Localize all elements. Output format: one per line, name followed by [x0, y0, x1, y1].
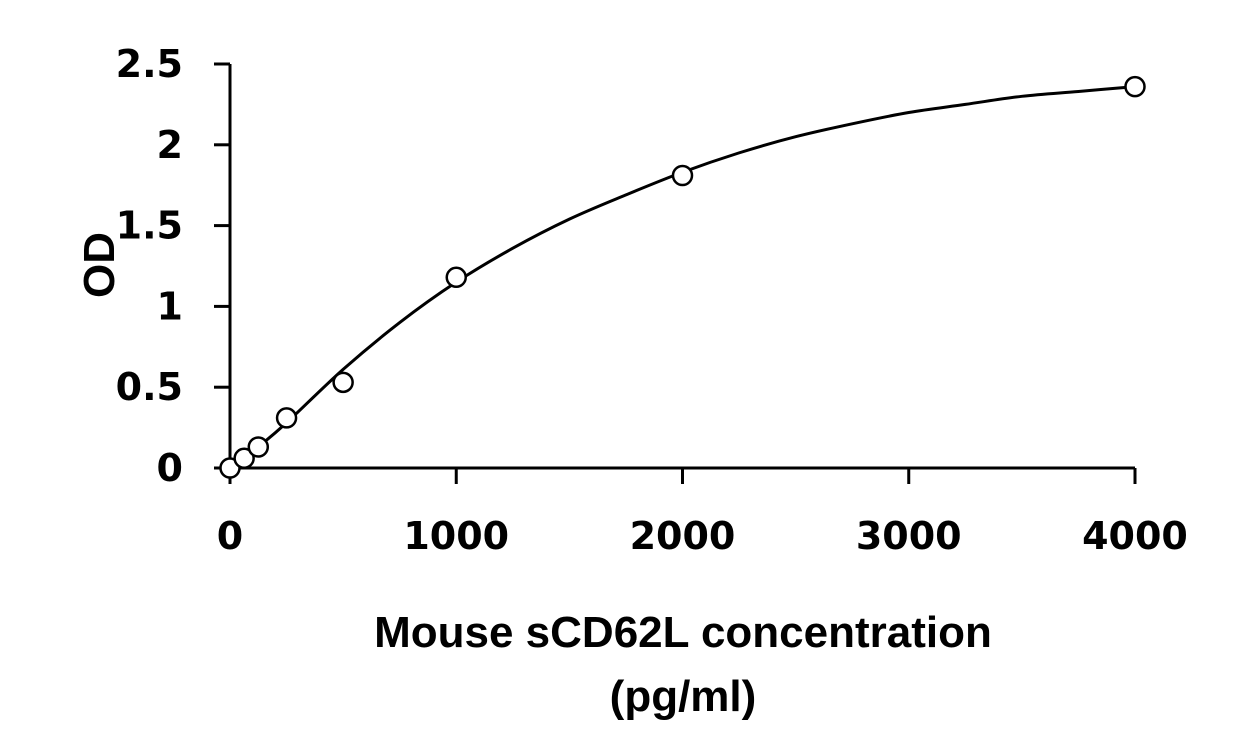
y-tick-label: 2.5 [116, 42, 183, 86]
y-axis-title: OD [75, 232, 124, 298]
x-tick-label: 1000 [403, 514, 509, 558]
y-tick-label: 2 [157, 123, 183, 167]
data-point [275, 407, 298, 429]
y-tick-labels: 0 0.5 1 1.5 2 2.5 [116, 42, 183, 490]
tick-marks [214, 62, 1137, 484]
data-point [445, 266, 467, 289]
data-point [247, 436, 270, 458]
x-axis-title-line1: Mouse sCD62L concentration [374, 608, 992, 657]
data-point [671, 164, 694, 187]
x-axis-title-line2: (pg/ml) [610, 672, 757, 721]
data-point [332, 371, 354, 394]
x-tick-label: 3000 [856, 514, 962, 558]
x-tick-labels: 0 1000 2000 3000 4000 [217, 514, 1188, 558]
x-tick-label: 4000 [1082, 514, 1188, 558]
data-point [233, 447, 255, 470]
y-tick-label: 0 [157, 446, 183, 490]
x-tick-label: 0 [217, 514, 243, 558]
x-tick-label: 2000 [630, 514, 736, 558]
y-tick-label: 1 [157, 284, 183, 328]
y-tick-label: 0.5 [116, 365, 183, 409]
data-point [1124, 75, 1146, 98]
fit-curve [229, 85, 1136, 470]
data-points [219, 75, 1146, 479]
y-tick-label: 1.5 [116, 204, 183, 248]
